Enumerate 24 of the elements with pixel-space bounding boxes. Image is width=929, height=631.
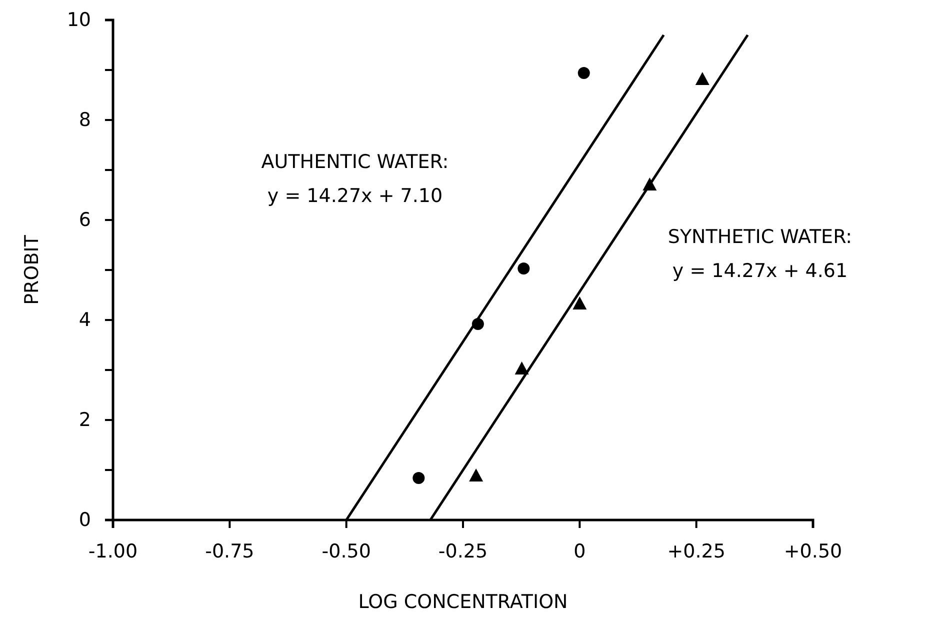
x-tick-label: -1.00 xyxy=(88,540,138,562)
annotation: SYNTHETIC WATER: y = 14.27x + 4.61 xyxy=(668,226,852,282)
x-axis-title: LOG CONCENTRATION xyxy=(358,591,568,613)
point xyxy=(518,262,530,274)
point xyxy=(572,296,587,310)
x-tick-label: -0.25 xyxy=(438,540,488,562)
point xyxy=(578,67,590,79)
point xyxy=(412,472,425,484)
x-tick-label: +0.50 xyxy=(784,540,842,562)
y-tick-label: 2 xyxy=(78,409,91,432)
y-tick-label: 0 xyxy=(78,509,91,532)
y-tick-label: 4 xyxy=(78,309,91,332)
x-tick-label: +0.25 xyxy=(667,540,726,562)
y-tick-label: 8 xyxy=(78,109,91,132)
point xyxy=(695,72,710,85)
x-tick-label: -0.75 xyxy=(205,540,254,562)
annotation: AUTHENTIC WATER: y = 14.27x + 7.10 xyxy=(261,151,449,207)
point xyxy=(469,468,484,482)
y-tick-label: 10 xyxy=(66,9,91,32)
y-axis-title: PROBIT xyxy=(21,234,43,305)
x-tick-label: -0.50 xyxy=(322,540,371,562)
point xyxy=(514,362,529,374)
y-tick-label: 6 xyxy=(78,209,91,232)
x-tick-label: 0 xyxy=(574,540,586,562)
